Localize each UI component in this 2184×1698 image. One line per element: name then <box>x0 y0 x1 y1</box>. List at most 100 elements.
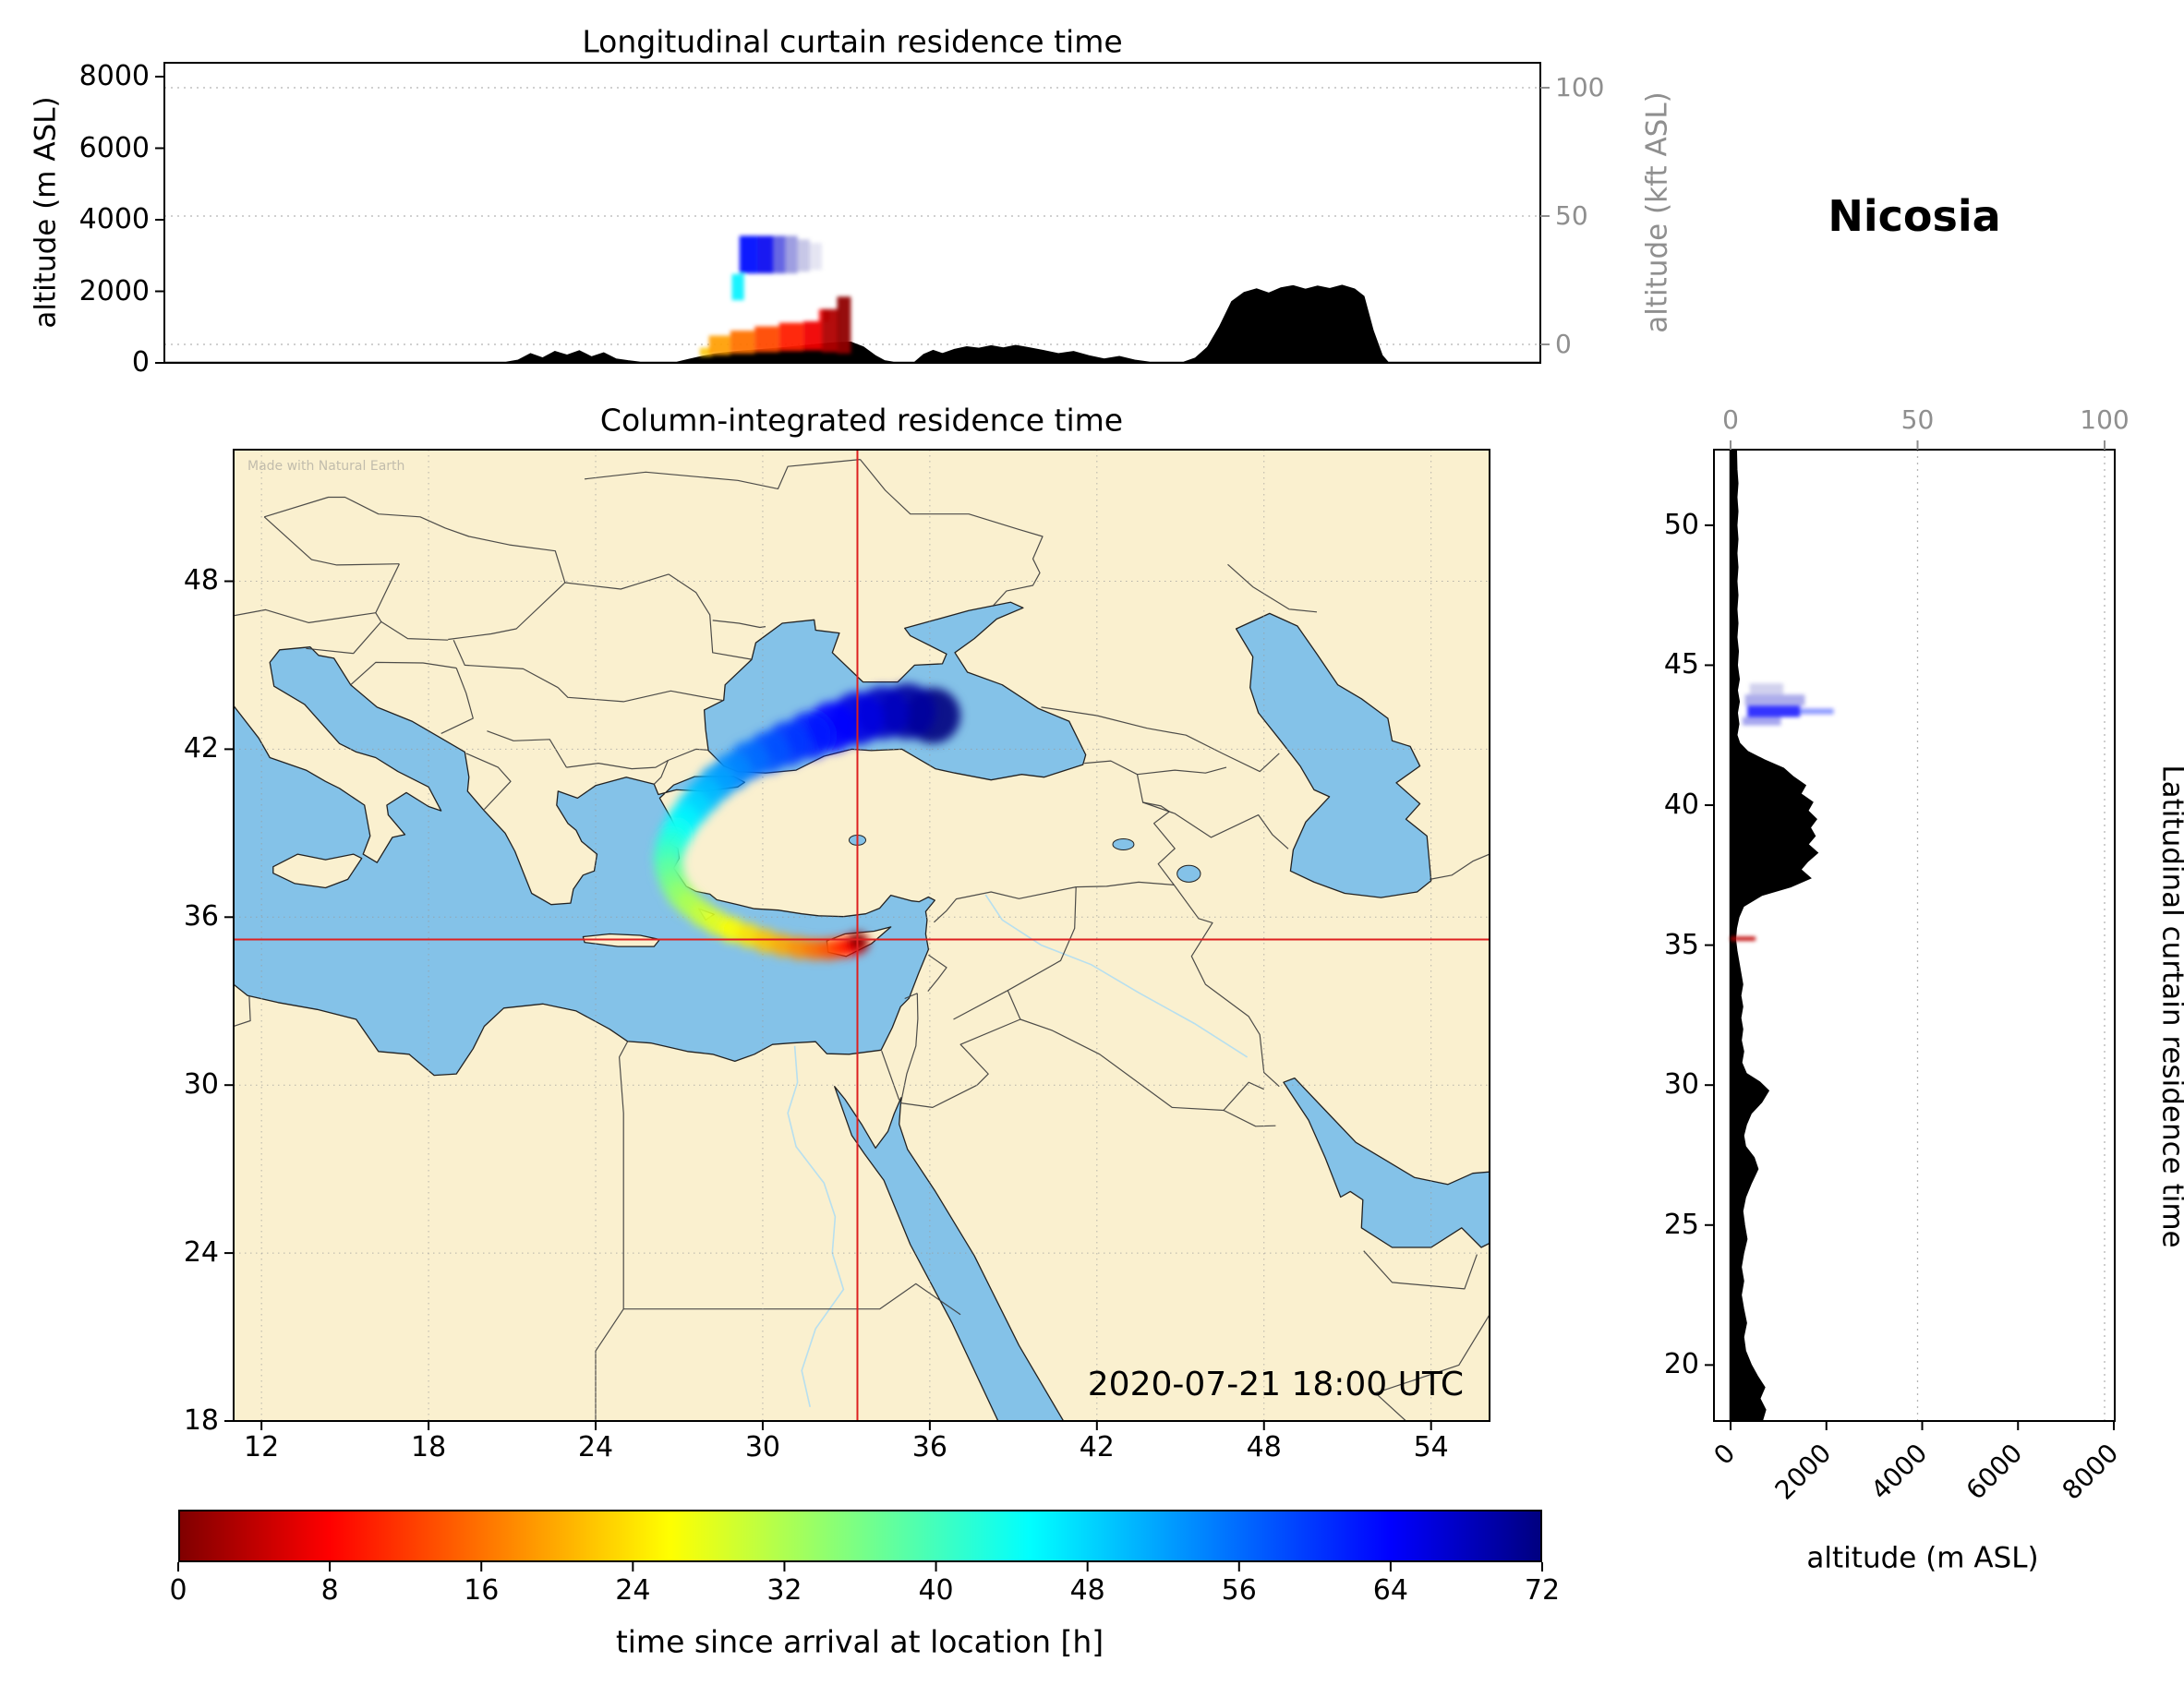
country-border <box>1084 760 1227 776</box>
country-border <box>1173 885 1280 1088</box>
residence-patch <box>785 235 798 274</box>
right-ytick-label: 20 <box>1663 1348 1699 1381</box>
country-border <box>1223 1081 1264 1111</box>
country-border <box>933 886 1077 923</box>
residence-patch <box>803 321 822 351</box>
graticule <box>234 450 1490 1421</box>
latitudinal-curtain-panel <box>1705 440 2116 1430</box>
right-side-label: Latitudinal curtain residence time <box>2155 765 2184 1248</box>
residence-patch <box>754 326 779 353</box>
residence-patch <box>1744 694 1805 706</box>
right-xtick-top-label: 0 <box>1722 404 1739 435</box>
top-panel-spine <box>163 62 1541 364</box>
top-ytick-label: 2000 <box>78 274 150 307</box>
top-panel-title: Longitudinal curtain residence time <box>582 23 1123 60</box>
country-border <box>860 459 1044 608</box>
country-border <box>1374 1392 1406 1421</box>
country-border <box>1142 801 1289 849</box>
map-xtick-label: 12 <box>244 1431 280 1463</box>
residence-patch <box>1749 683 1784 695</box>
country-border <box>1136 774 1170 813</box>
country-border <box>619 1041 629 1309</box>
country-border <box>1227 563 1318 613</box>
map-panel <box>224 449 1490 1430</box>
country-border <box>487 730 567 768</box>
country-border <box>1430 853 1490 880</box>
country-border <box>1223 1109 1276 1127</box>
right-ytick-label: 45 <box>1663 648 1699 681</box>
country-border <box>465 753 512 811</box>
timestamp-text: 2020-07-21 18:00 UTC <box>1087 1366 1464 1403</box>
terrain-profile-lat <box>1729 450 1819 1421</box>
country-border <box>1153 811 1176 885</box>
colorbar-tick-label: 56 <box>1221 1574 1257 1607</box>
colorbar-tick-label: 32 <box>766 1574 802 1607</box>
map-xtick-label: 54 <box>1413 1431 1449 1463</box>
country-border <box>881 1050 900 1101</box>
country-border <box>927 954 947 992</box>
residence-patch <box>821 308 839 353</box>
map-xtick-label: 42 <box>1079 1431 1115 1463</box>
right-ytick-label: 40 <box>1663 789 1699 822</box>
country-border <box>350 661 457 686</box>
top-ytick-label: 4000 <box>78 203 150 235</box>
map-xtick-label: 36 <box>911 1431 947 1463</box>
right-ytick-label: 50 <box>1663 508 1699 541</box>
country-border <box>1020 1018 1225 1112</box>
lake <box>1112 837 1135 851</box>
residence-patch <box>757 235 774 274</box>
top-ytick-label: 6000 <box>78 131 150 164</box>
country-border <box>566 748 708 770</box>
island <box>272 853 363 889</box>
top-ytick-right-label: 100 <box>1555 72 1605 102</box>
map-spine <box>233 449 1490 1422</box>
map-xtick-label: 48 <box>1246 1431 1282 1463</box>
top-ytick-right-label: 50 <box>1555 200 1588 231</box>
colorbar-axis <box>177 1562 1543 1572</box>
residence-patch <box>731 273 744 301</box>
colorbar-tick-label: 64 <box>1372 1574 1408 1607</box>
right-ytick-label: 30 <box>1663 1068 1699 1102</box>
right-xtick-top-label: 100 <box>2080 404 2130 435</box>
residence-patch <box>778 322 804 352</box>
map-xtick-label: 18 <box>410 1431 447 1463</box>
map-title: Column-integrated residence time <box>599 402 1124 439</box>
residence-patch <box>1800 708 1834 715</box>
country-border <box>452 639 559 689</box>
map-ytick-label: 36 <box>183 900 219 933</box>
top-ytick-label: 0 <box>131 346 150 379</box>
residence-patch <box>739 235 758 274</box>
residence-patch <box>730 331 755 354</box>
right-xlabel: altitude (m ASL) <box>1806 1541 2039 1575</box>
country-border <box>234 996 251 1028</box>
river <box>787 1045 845 1407</box>
country-border <box>1363 1250 1478 1290</box>
residence-patch <box>773 235 786 274</box>
map-ytick-label: 18 <box>183 1404 219 1437</box>
terrain-profile-lon <box>164 284 1540 363</box>
trajectory-plume <box>653 683 961 961</box>
sea-polygon <box>1235 612 1432 898</box>
map-attribution: Made with Natural Earth <box>247 459 405 474</box>
map-xtick-label: 30 <box>744 1431 781 1463</box>
country-border <box>264 496 566 584</box>
colorbar-tick-label: 24 <box>615 1574 651 1607</box>
country-border <box>440 668 474 734</box>
colorbar-tick-label: 48 <box>1069 1574 1105 1607</box>
residence-patch <box>797 239 810 272</box>
lake <box>1176 864 1201 883</box>
curtain-patches-lat <box>1731 683 1834 941</box>
country-border <box>623 1283 961 1316</box>
curtain-patches-lon <box>699 235 851 357</box>
country-border <box>448 573 670 641</box>
residence-patch <box>809 243 822 271</box>
map-ytick-label: 30 <box>183 1068 219 1102</box>
colorbar-tick-label: 40 <box>918 1574 954 1607</box>
right-ytick-label: 35 <box>1663 928 1699 961</box>
top-ytick-right-label: 0 <box>1555 329 1572 359</box>
country-border <box>1375 1314 1490 1394</box>
country-border <box>1076 881 1175 888</box>
right-xtick-top-label: 50 <box>1900 404 1935 435</box>
country-border <box>234 608 376 623</box>
